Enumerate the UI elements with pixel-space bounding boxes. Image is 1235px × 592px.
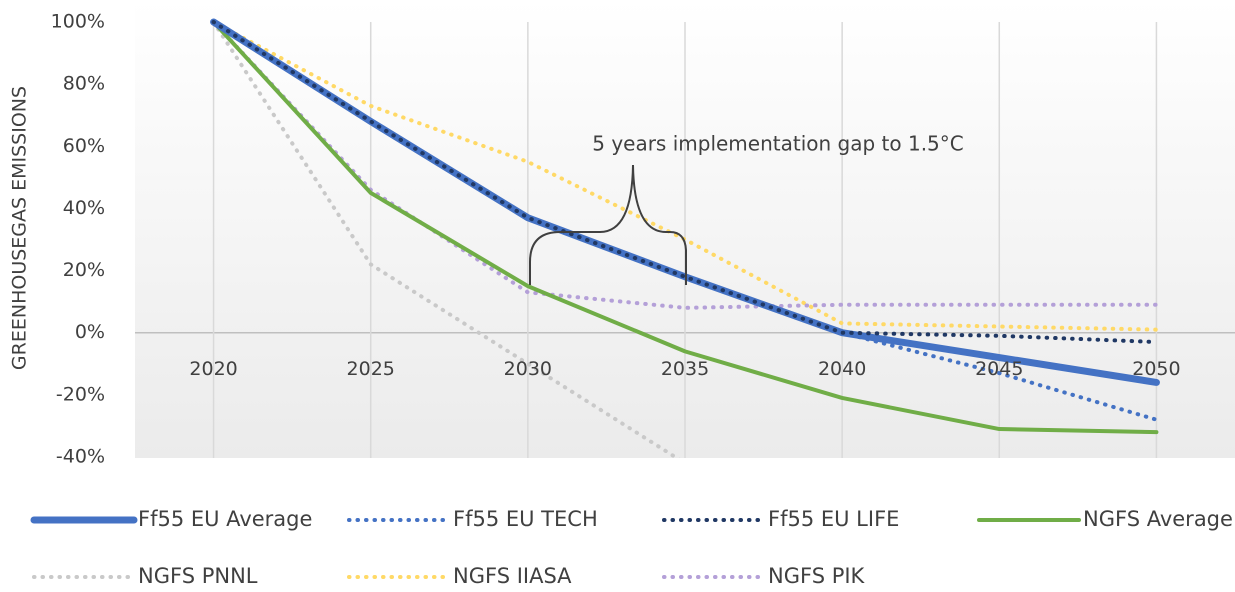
x-tick-label: 2025 bbox=[347, 358, 395, 380]
x-tick-label: 2020 bbox=[189, 358, 237, 380]
series-line bbox=[211, 20, 1159, 332]
x-tick-label: 2050 bbox=[1132, 358, 1180, 380]
legend-label: Ff55 EU LIFE bbox=[768, 507, 899, 531]
y-tick-label: 80% bbox=[63, 73, 105, 95]
series-line bbox=[211, 20, 1159, 435]
legend-label: NGFS PNNL bbox=[138, 564, 258, 588]
legend-label: Ff55 EU TECH bbox=[453, 507, 598, 531]
series-line bbox=[211, 20, 681, 458]
x-tick-label: 2040 bbox=[818, 358, 866, 380]
y-tick-label: 0% bbox=[75, 321, 105, 343]
legend-label: NGFS Average bbox=[1083, 507, 1233, 531]
x-tick-label: 2035 bbox=[661, 358, 709, 380]
series-line bbox=[211, 20, 1159, 345]
annotation: 5 years implementation gap to 1.5°C bbox=[592, 132, 964, 156]
y-tick-label: 40% bbox=[63, 197, 105, 219]
y-tick-label: -20% bbox=[56, 383, 105, 405]
y-tick-label: 20% bbox=[63, 259, 105, 281]
y-tick-label: 100% bbox=[51, 11, 105, 33]
legend-label: NGFS PIK bbox=[768, 564, 866, 588]
x-tick-label: 2045 bbox=[975, 358, 1023, 380]
legend-label: Ff55 EU Average bbox=[138, 507, 312, 531]
legend-label: NGFS IIASA bbox=[453, 564, 572, 588]
x-tick-label: 2030 bbox=[504, 358, 552, 380]
y-axis-label: GREENHOUSEGAS EMISSIONS bbox=[9, 86, 31, 370]
y-tick-label: 60% bbox=[63, 135, 105, 157]
y-tick-label: -40% bbox=[56, 446, 105, 468]
gap-brace bbox=[529, 164, 687, 285]
series-line bbox=[211, 20, 1159, 310]
